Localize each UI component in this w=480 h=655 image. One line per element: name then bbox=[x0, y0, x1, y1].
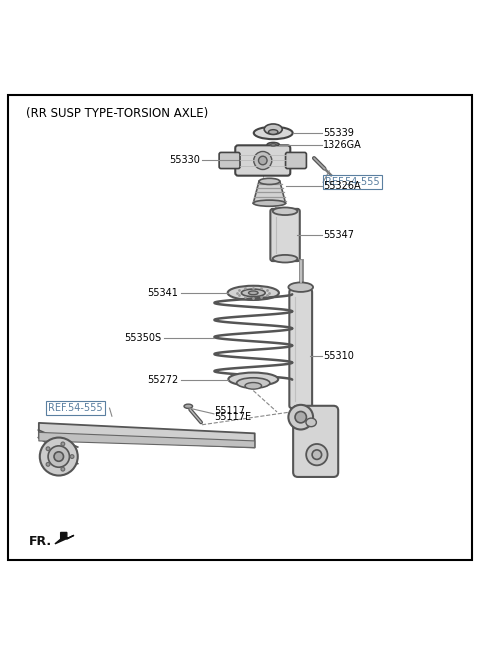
Ellipse shape bbox=[273, 208, 298, 215]
Text: 55117: 55117 bbox=[214, 405, 245, 415]
Text: 55310: 55310 bbox=[323, 351, 354, 361]
Ellipse shape bbox=[228, 286, 279, 300]
Text: REF.54-555: REF.54-555 bbox=[48, 403, 102, 413]
Ellipse shape bbox=[306, 444, 327, 465]
Text: 55117E: 55117E bbox=[214, 412, 251, 422]
Text: 55330: 55330 bbox=[169, 155, 200, 166]
Text: 55339: 55339 bbox=[323, 128, 354, 138]
Ellipse shape bbox=[228, 373, 278, 386]
FancyBboxPatch shape bbox=[293, 406, 338, 477]
Ellipse shape bbox=[40, 438, 78, 476]
Ellipse shape bbox=[61, 467, 65, 471]
Ellipse shape bbox=[267, 143, 279, 147]
Ellipse shape bbox=[270, 143, 276, 146]
Text: REF.54-555: REF.54-555 bbox=[325, 178, 380, 187]
Text: 55341: 55341 bbox=[147, 288, 179, 298]
Text: (RR SUSP TYPE-TORSION AXLE): (RR SUSP TYPE-TORSION AXLE) bbox=[26, 107, 209, 120]
Ellipse shape bbox=[306, 418, 316, 426]
Ellipse shape bbox=[249, 291, 258, 295]
Text: 55347: 55347 bbox=[323, 230, 354, 240]
Ellipse shape bbox=[254, 127, 293, 139]
Ellipse shape bbox=[254, 151, 272, 170]
Text: FR.: FR. bbox=[29, 535, 52, 548]
Ellipse shape bbox=[46, 447, 50, 451]
Polygon shape bbox=[55, 533, 74, 544]
FancyBboxPatch shape bbox=[235, 145, 290, 176]
Ellipse shape bbox=[253, 200, 286, 206]
Ellipse shape bbox=[295, 411, 306, 423]
Ellipse shape bbox=[184, 404, 192, 409]
Ellipse shape bbox=[259, 178, 280, 185]
Ellipse shape bbox=[61, 442, 65, 446]
Text: 55350S: 55350S bbox=[125, 333, 162, 343]
Ellipse shape bbox=[264, 124, 282, 134]
FancyBboxPatch shape bbox=[219, 153, 240, 168]
Ellipse shape bbox=[259, 157, 267, 165]
Text: 55272: 55272 bbox=[147, 375, 179, 384]
Ellipse shape bbox=[268, 130, 278, 134]
Ellipse shape bbox=[48, 446, 70, 467]
FancyBboxPatch shape bbox=[270, 209, 300, 261]
Polygon shape bbox=[253, 181, 286, 203]
FancyBboxPatch shape bbox=[289, 290, 312, 408]
Text: 55326A: 55326A bbox=[323, 181, 360, 191]
Ellipse shape bbox=[288, 282, 313, 292]
Ellipse shape bbox=[288, 405, 313, 430]
Ellipse shape bbox=[54, 452, 63, 461]
Ellipse shape bbox=[70, 455, 74, 458]
Ellipse shape bbox=[245, 383, 262, 389]
Ellipse shape bbox=[312, 450, 322, 459]
Ellipse shape bbox=[273, 255, 298, 263]
FancyBboxPatch shape bbox=[286, 153, 306, 168]
Text: 1326GA: 1326GA bbox=[323, 140, 362, 150]
Ellipse shape bbox=[46, 462, 50, 466]
Ellipse shape bbox=[237, 378, 270, 388]
Ellipse shape bbox=[241, 289, 265, 297]
